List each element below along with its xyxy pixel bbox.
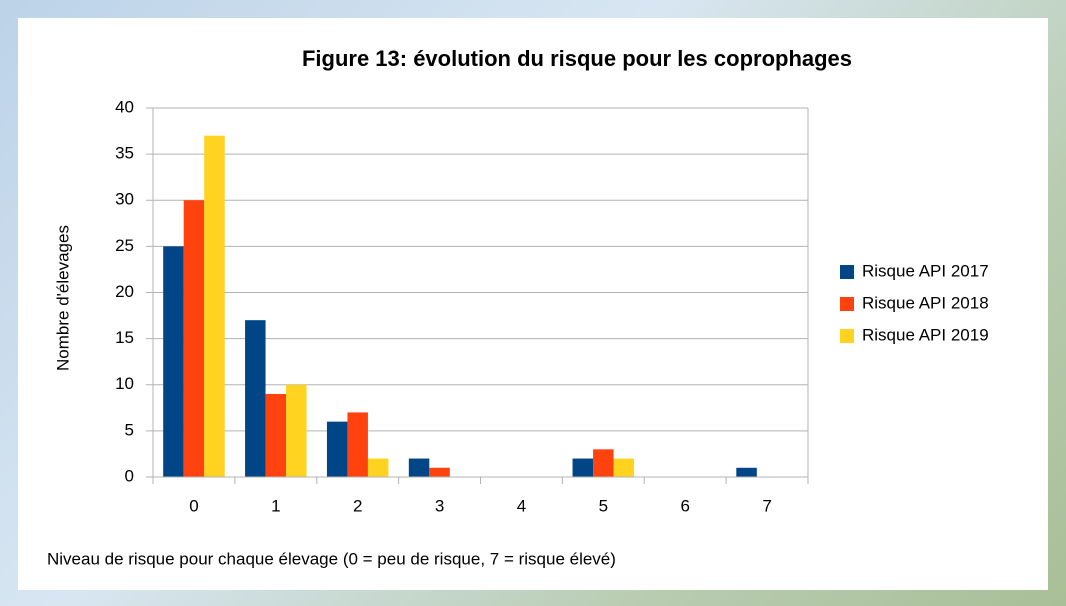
- bar: [183, 200, 205, 477]
- bar: [347, 412, 368, 477]
- y-tick-label: 35: [115, 144, 134, 163]
- bar: [429, 467, 450, 477]
- legend-swatch: [840, 297, 854, 311]
- legend-label: Risque API 2017: [862, 261, 989, 280]
- y-tick-label: 15: [115, 328, 134, 347]
- y-tick-label: 0: [125, 466, 134, 485]
- legend-label: Risque API 2019: [862, 325, 989, 344]
- bar: [204, 135, 225, 478]
- legend-label: Risque API 2018: [862, 293, 989, 312]
- y-tick-label: 25: [115, 236, 134, 255]
- y-tick-label: 30: [115, 190, 134, 209]
- bar: [367, 458, 389, 477]
- chart-title: Figure 13: évolution du risque pour les …: [302, 46, 852, 71]
- y-tick-label: 10: [115, 374, 134, 393]
- x-tick-label: 7: [762, 496, 771, 515]
- x-axis-label: Niveau de risque pour chaque élevage (0 …: [47, 549, 616, 568]
- bar: [593, 449, 614, 477]
- bar: [326, 421, 348, 477]
- x-tick-label: 6: [680, 496, 689, 515]
- bar: [245, 320, 266, 477]
- x-tick-label: 1: [271, 496, 280, 515]
- bar: [408, 458, 430, 477]
- bar: [286, 384, 307, 477]
- x-tick-label: 5: [599, 496, 608, 515]
- x-tick-label: 0: [189, 496, 198, 515]
- y-tick-label: 40: [115, 97, 134, 116]
- bar: [613, 458, 635, 477]
- y-tick-label: 5: [125, 420, 134, 439]
- y-axis-label: Nombre d'élevages: [53, 225, 72, 371]
- x-tick-label: 4: [517, 496, 526, 515]
- bar: [736, 467, 757, 477]
- bar: [163, 246, 184, 477]
- bar: [572, 458, 594, 477]
- x-tick-label: 3: [435, 496, 444, 515]
- x-tick-label: 2: [353, 496, 362, 515]
- y-tick-label: 20: [115, 282, 134, 301]
- legend-swatch: [840, 329, 854, 343]
- bar: [265, 393, 287, 477]
- legend-swatch: [840, 265, 854, 279]
